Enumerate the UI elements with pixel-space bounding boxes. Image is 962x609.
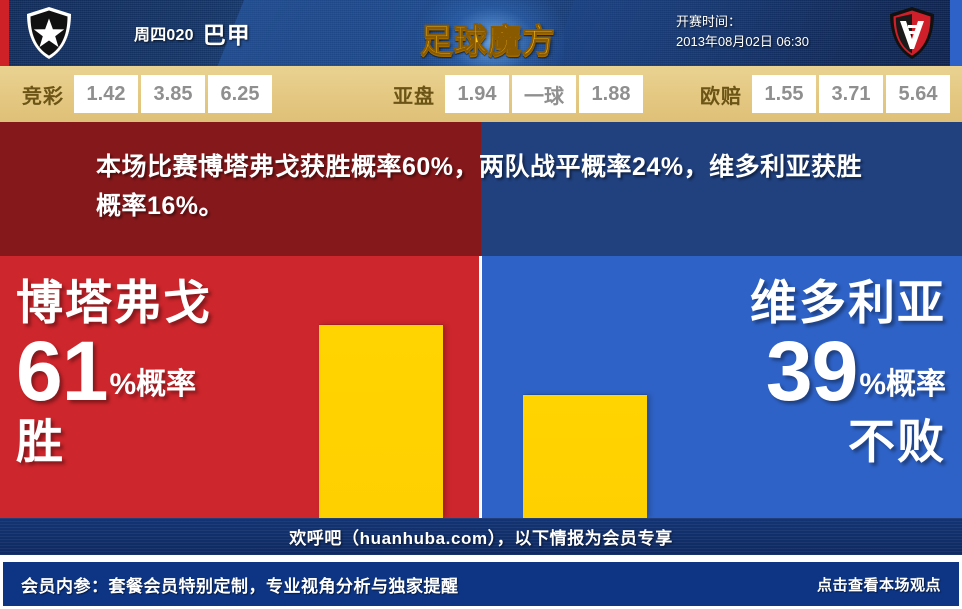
match-meta: 周四020 巴甲 — [134, 0, 251, 66]
odds-group-asian: 亚盘 1.94 一球 1.88 — [383, 66, 646, 122]
kickoff-info: 开赛时间： 2013年08月02日 06:30 — [676, 12, 866, 52]
member-bar: 会员内参：套餐会员特别定制，专业视角分析与独家提醒 点击查看本场观点 — [0, 559, 962, 609]
odds-bar: 竞彩 1.42 3.85 6.25 亚盘 1.94 一球 1.88 欧赔 1.5… — [0, 66, 962, 122]
away-probability-row: 39 %概率 — [646, 324, 946, 418]
odds-value-cell[interactable]: 1.88 — [579, 75, 643, 113]
odds-value-cell[interactable]: 1.94 — [445, 75, 509, 113]
away-team-summary: 维多利亚 39 %概率 不败 — [646, 274, 946, 472]
match-round-label: 周四020 — [134, 27, 194, 44]
probability-bar-chart: 博塔弗戈 61 %概率 胜 维多利亚 39 %概率 不败 — [0, 256, 962, 518]
odds-group-label: 亚盘 — [393, 85, 435, 108]
chart-bar-home — [319, 325, 443, 518]
odds-group-european: 欧赔 1.55 3.71 5.64 — [690, 66, 953, 122]
site-promo-text: 欢呼吧（huanhuba.com），以下情报为会员专享 — [289, 529, 673, 548]
kickoff-value: 2013年08月02日 06:30 — [676, 34, 809, 49]
home-team-verdict: 胜 — [16, 415, 65, 468]
away-probability-unit: %概率 — [859, 368, 946, 401]
odds-value-cell[interactable]: 1.42 — [74, 75, 138, 113]
header-left-accent-stripe — [0, 0, 9, 66]
statement-backdrop-home — [0, 122, 481, 256]
probability-statement-banner: 本场比赛博塔弗戈获胜概率60%，两队战平概率24%，维多利亚获胜概率16%。 — [0, 122, 962, 256]
site-promo-bar: 欢呼吧（huanhuba.com），以下情报为会员专享 — [0, 518, 962, 555]
member-note-text: 会员内参：套餐会员特别定制，专业视角分析与独家提醒 — [21, 576, 459, 596]
match-header: 周四020 巴甲 足球魔方 开赛时间： 2013年08月02日 06:30 — [0, 0, 962, 66]
botafogo-crest-icon — [21, 5, 77, 61]
away-probability-value: 39 — [765, 324, 858, 418]
odds-value-cell[interactable]: 3.71 — [819, 75, 883, 113]
odds-group-label: 竞彩 — [22, 85, 64, 108]
match-league-label: 巴甲 — [202, 22, 251, 48]
home-probability-value: 61 — [16, 324, 108, 418]
view-match-opinion-link[interactable]: 点击查看本场观点 — [816, 576, 941, 594]
chart-center-divider — [479, 256, 482, 518]
brand-logo[interactable]: 足球魔方 — [404, 0, 572, 66]
away-team-name: 维多利亚 — [750, 276, 946, 329]
kickoff-label: 开赛时间： — [676, 14, 742, 29]
brand-logo-text: 足球魔方 — [420, 22, 556, 60]
member-bar-inner: 会员内参：套餐会员特别定制，专业视角分析与独家提醒 点击查看本场观点 — [3, 562, 959, 606]
home-probability-unit: %概率 — [109, 368, 197, 401]
home-team-summary: 博塔弗戈 61 %概率 胜 — [16, 274, 316, 472]
odds-value-cell[interactable]: 5.64 — [886, 75, 950, 113]
chart-bar-away — [523, 395, 647, 518]
home-team-name: 博塔弗戈 — [16, 276, 212, 329]
odds-group-label: 欧赔 — [700, 85, 742, 108]
probability-statement-text: 本场比赛博塔弗戈获胜概率60%，两队战平概率24%，维多利亚获胜概率16%。 — [96, 153, 863, 220]
away-team-verdict: 不败 — [848, 415, 946, 468]
home-probability-row: 61 %概率 — [16, 324, 316, 418]
vitoria-crest-icon — [884, 5, 940, 61]
odds-value-cell[interactable]: 1.55 — [752, 75, 816, 113]
odds-value-cell[interactable]: 3.85 — [141, 75, 205, 113]
odds-group-jingcai: 竞彩 1.42 3.85 6.25 — [12, 66, 275, 122]
statement-backdrop-away — [481, 122, 962, 256]
header-right-accent-stripe — [950, 0, 962, 66]
odds-handicap-cell[interactable]: 一球 — [512, 75, 576, 113]
odds-value-cell[interactable]: 6.25 — [208, 75, 272, 113]
